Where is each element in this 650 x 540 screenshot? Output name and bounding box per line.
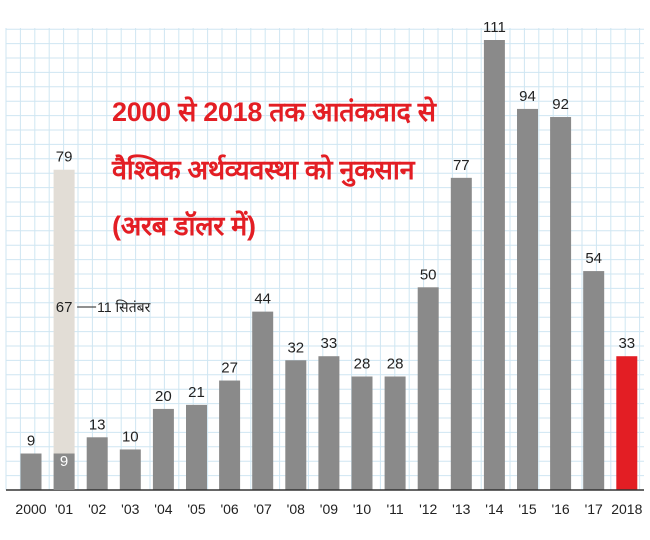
bar-'17 (583, 271, 605, 490)
x-tick-label: '12 (419, 501, 437, 517)
x-tick-label: '15 (518, 501, 536, 517)
annotation: 9 67 11 सितंबर (53, 299, 151, 490)
value-label: 50 (420, 266, 437, 283)
value-label: 10 (122, 428, 139, 445)
bar-'06 (219, 380, 241, 490)
x-tick-label: '11 (386, 501, 403, 517)
x-tick-label: 2000 (15, 501, 46, 517)
bar-'15 (517, 108, 538, 491)
x-tick-label: '03 (121, 501, 139, 517)
x-tick-label: '07 (254, 501, 272, 517)
chart-title-line-3: (अरब डॉलर में) (112, 211, 256, 241)
value-label: 20 (155, 388, 172, 405)
value-label: 111 (483, 19, 506, 36)
value-label: 94 (519, 88, 536, 105)
x-tick-label: '05 (187, 501, 205, 517)
bar-2000 (20, 453, 42, 490)
bar-'03 (119, 449, 141, 490)
value-label: 33 (321, 335, 338, 352)
x-tick-label: '16 (551, 501, 569, 517)
bar-'07 (252, 311, 274, 490)
value-label: 28 (387, 355, 404, 372)
value-labels: 9 79 13 10 20 21 27 44 32 33 28 28 50 77 111 94 92 54 33 (27, 19, 635, 450)
bar-'09 (318, 356, 340, 490)
annotation-note: 11 सितंबर (97, 299, 150, 315)
value-label: 77 (453, 157, 470, 174)
bar-'14 (483, 40, 505, 490)
bars (20, 40, 638, 491)
bar-'02 (86, 437, 108, 490)
x-tick-label: 2018 (611, 501, 642, 517)
x-tick-label: '02 (88, 501, 106, 517)
value-label: 21 (188, 384, 205, 401)
segment-label-9: 9 (60, 453, 68, 470)
x-tick-label: '10 (353, 501, 371, 517)
bar-'16 (550, 117, 572, 490)
bar-2018 (616, 356, 638, 490)
bar-'10 (351, 376, 373, 490)
chart-title-line-2: वैश्विक अर्थव्यवस्था को नुकसान (112, 155, 415, 185)
bar-segment-9 (53, 453, 75, 490)
value-label: 13 (89, 416, 106, 433)
x-tick-label: '14 (485, 501, 503, 517)
x-tick-label: '17 (585, 501, 603, 517)
x-tick-label: '13 (452, 501, 470, 517)
x-tick-label: '04 (154, 501, 172, 517)
value-label: 44 (254, 291, 271, 308)
bar-'12 (417, 287, 439, 490)
value-label: 27 (221, 360, 238, 377)
chart-title-line-1: 2000 से 2018 तक आतंकवाद से (112, 97, 436, 127)
value-label: 54 (585, 250, 602, 267)
x-tick-label: '09 (320, 501, 338, 517)
value-label: 92 (552, 96, 569, 113)
bar-'04 (152, 408, 174, 490)
bar-'08 (285, 360, 307, 490)
x-tick-label: '06 (220, 501, 238, 517)
x-tick-label: '08 (287, 501, 305, 517)
value-label: 79 (56, 149, 73, 166)
bar-'11 (384, 376, 406, 490)
bar-'13 (450, 177, 472, 491)
bar-'05 (186, 404, 207, 490)
value-label: 33 (618, 335, 635, 352)
x-tick-label: '01 (55, 501, 73, 517)
segment-label-67: 67 (56, 299, 73, 316)
value-label: 28 (354, 355, 371, 372)
value-label: 32 (287, 339, 304, 356)
bar-'01 (53, 169, 75, 490)
value-label: 9 (27, 433, 35, 450)
x-tick-labels: 2000 '01 '02 '03 '04 '05 '06 '07 '08 '09 '10 '11 '12… (15, 501, 642, 517)
